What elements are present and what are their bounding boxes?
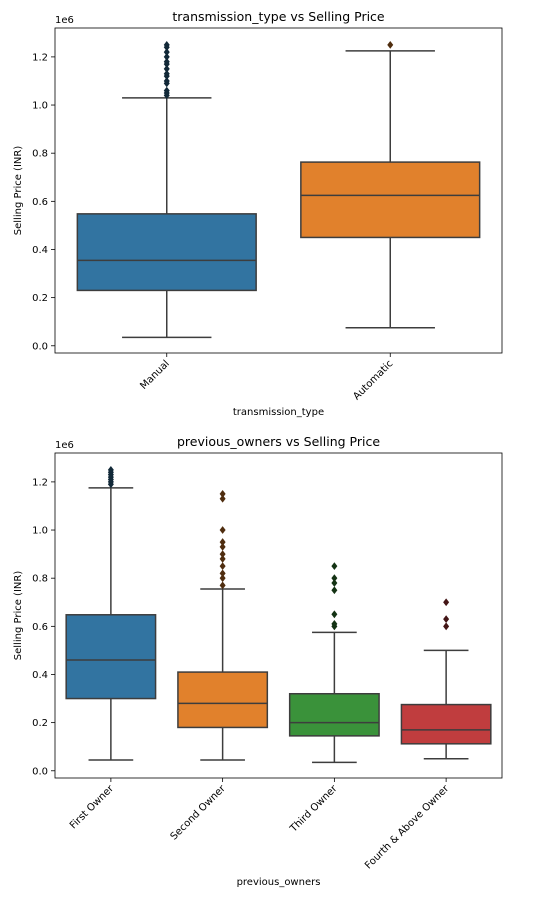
outlier-point — [163, 77, 170, 85]
x-tick-label: First Owner — [68, 783, 117, 832]
chart-2: previous_owners vs Selling Price 0.0 0.2 0.… — [13, 434, 503, 888]
y-offset-text: 1e6 — [55, 440, 74, 451]
y-axis-label: Selling Price (INR) — [13, 146, 24, 236]
outlier-point — [219, 542, 226, 551]
axes-frame — [54, 27, 503, 354]
axes-frame — [54, 452, 503, 779]
y-tick-label: 0.4 — [32, 670, 48, 681]
y-tick-label: 0.6 — [32, 622, 48, 633]
outlier-point — [331, 562, 338, 571]
y-tick-label: 1.2 — [32, 477, 48, 488]
outlier-point — [331, 574, 338, 583]
outlier-point — [163, 57, 170, 66]
x-tick-label: Second Owner — [169, 783, 229, 843]
outlier-point — [163, 69, 170, 78]
outlier-point — [443, 622, 450, 631]
outlier-point — [331, 620, 338, 628]
outlier-point — [219, 538, 226, 546]
y-tick-label: 0.2 — [32, 718, 48, 729]
chart-title: transmission_type vs Selling Price — [172, 9, 385, 24]
y-tick-label: 0.8 — [32, 149, 48, 160]
x-tick-label: Third Owner — [288, 783, 340, 835]
box-iqr — [288, 692, 380, 737]
box-iqr — [177, 671, 269, 729]
y-tick-label: 0.2 — [32, 293, 48, 304]
outlier-point — [219, 490, 226, 498]
box-iqr — [300, 161, 481, 239]
box-2 — [288, 562, 380, 764]
outlier-point — [331, 579, 338, 587]
outlier-point — [331, 610, 338, 619]
outlier-point — [443, 615, 450, 624]
chart-title: previous_owners vs Selling Price — [177, 434, 380, 449]
outlier-point — [163, 52, 170, 61]
y-offset-text: 1e6 — [55, 15, 74, 26]
outlier-point — [219, 526, 226, 534]
outlier-point — [163, 65, 170, 73]
outlier-point — [387, 40, 394, 49]
outlier-point — [219, 574, 226, 583]
outlier-point — [107, 465, 114, 474]
y-tick-label: 0.0 — [32, 341, 48, 352]
chart-1: transmission_type vs Selling Price 0.0 0.2… — [13, 9, 503, 418]
box-1 — [177, 490, 269, 761]
x-axis-label: previous_owners — [237, 877, 321, 888]
y-tick-label: 0.8 — [32, 574, 48, 585]
outlier-point — [219, 562, 226, 571]
box-0 — [76, 40, 257, 339]
outlier-point — [163, 48, 170, 56]
y-axis-label: Selling Price (INR) — [13, 571, 24, 661]
box-1 — [300, 40, 481, 329]
box-iqr — [76, 213, 257, 292]
y-tick-label: 0.4 — [32, 245, 48, 256]
x-tick-label: Automatic — [351, 358, 395, 402]
outlier-point — [219, 555, 226, 563]
y-tick-label: 1.2 — [32, 52, 48, 63]
outlier-point — [163, 86, 170, 95]
x-axis-label: transmission_type — [233, 407, 324, 418]
outlier-point — [163, 40, 170, 49]
outlier-point — [443, 598, 450, 607]
outlier-point — [219, 550, 226, 559]
y-tick-label: 1.0 — [32, 526, 48, 537]
y-tick-label: 0.6 — [32, 197, 48, 208]
outlier-point — [219, 569, 226, 578]
y-tick-label: 1.0 — [32, 101, 48, 112]
x-tick-label: Fourth & Above Owner — [363, 783, 452, 872]
outlier-point — [219, 581, 226, 590]
box-iqr — [65, 614, 157, 700]
outlier-point — [331, 586, 338, 595]
box-0 — [65, 465, 157, 761]
y-tick-label: 0.0 — [32, 766, 48, 777]
x-tick-label: Manual — [138, 358, 171, 391]
box-3 — [400, 598, 492, 760]
outlier-point — [219, 494, 226, 503]
box-iqr — [400, 703, 492, 745]
